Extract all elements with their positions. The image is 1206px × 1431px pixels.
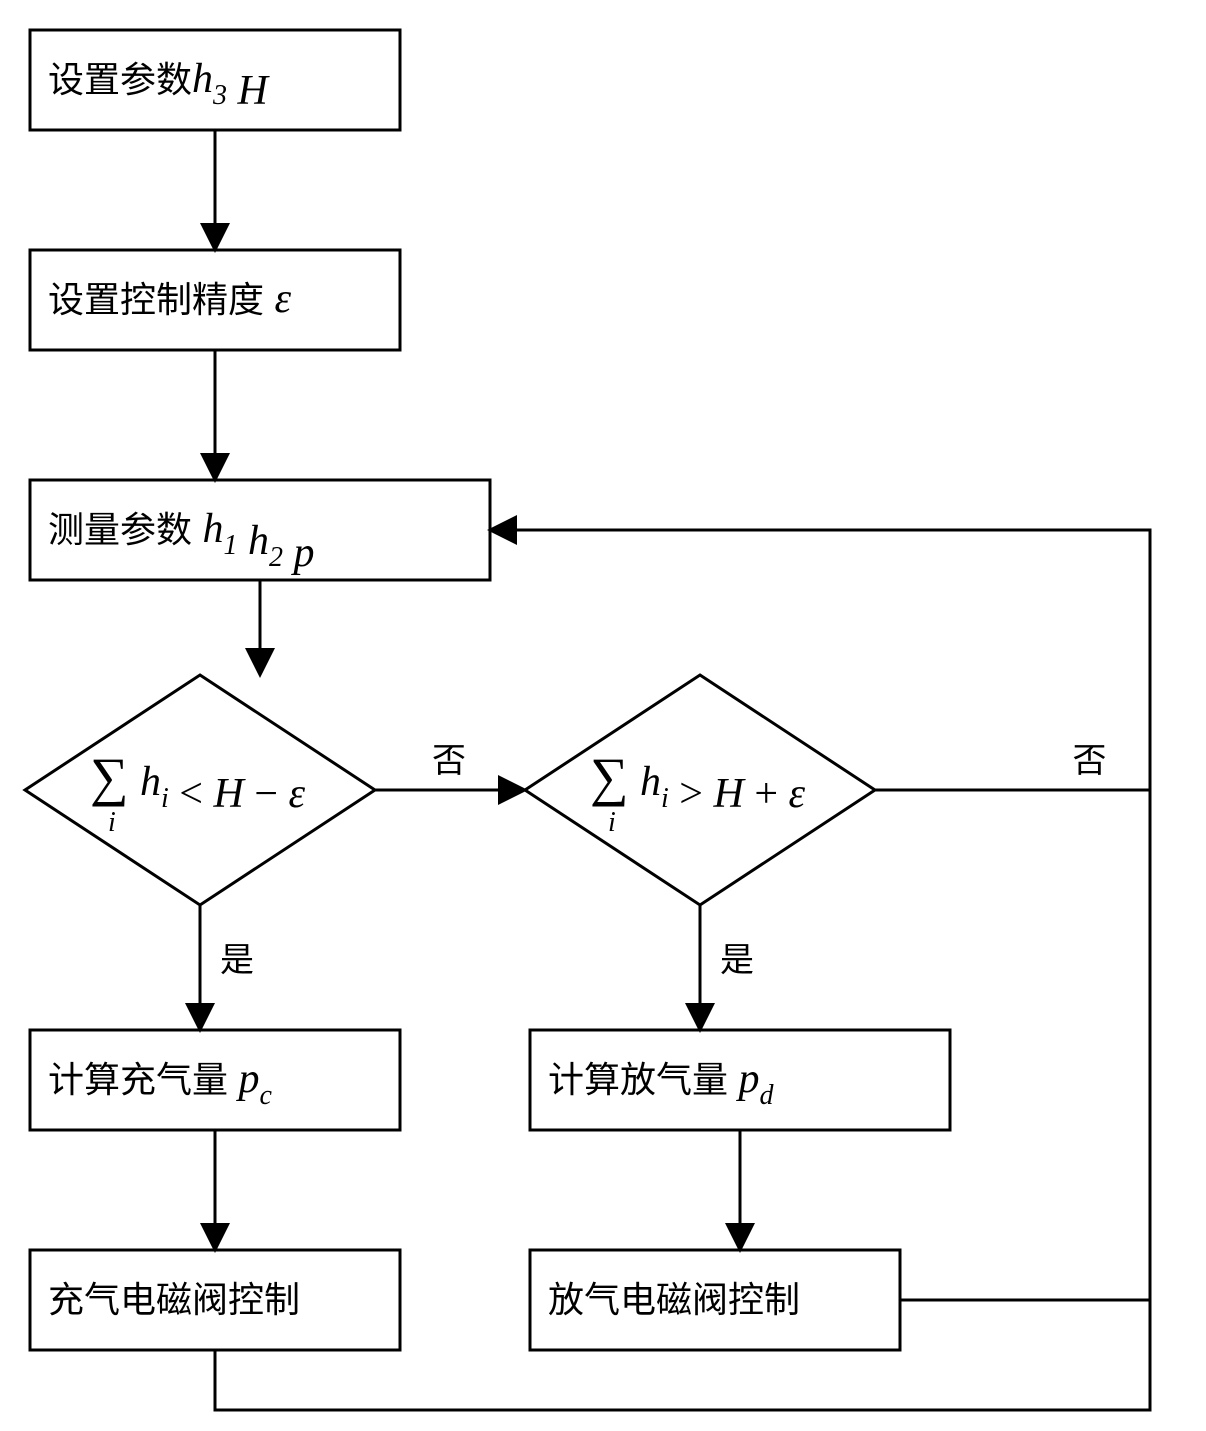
b2-label: 设置控制精度 ε bbox=[48, 276, 292, 322]
b6: 充气电磁阀控制 bbox=[30, 1250, 400, 1350]
d1-expr: ∑ bbox=[90, 747, 129, 807]
svg-text:hi > H + ε: hi > H + ε bbox=[640, 759, 806, 817]
b3: 测量参数 h1 h2 p bbox=[30, 480, 490, 580]
b7: 放气电磁阀控制 bbox=[530, 1250, 900, 1350]
b3-label: 测量参数 h1 h2 p bbox=[48, 506, 315, 576]
edge-label: 是 bbox=[720, 943, 754, 980]
b1-label: 设置参数h3 H bbox=[48, 56, 271, 114]
b4: 计算充气量 pc bbox=[30, 1030, 400, 1130]
svg-text:i: i bbox=[108, 807, 116, 838]
d2-expr: ∑ bbox=[590, 747, 629, 807]
b6-label: 充气电磁阀控制 bbox=[48, 1280, 300, 1320]
b5: 计算放气量 pd bbox=[530, 1030, 950, 1130]
b7-label: 放气电磁阀控制 bbox=[548, 1280, 800, 1320]
b4-label: 计算充气量 pc bbox=[48, 1056, 273, 1111]
svg-text:i: i bbox=[608, 807, 616, 838]
d1: ∑i hi < H − ε bbox=[25, 675, 375, 905]
b5-label: 计算放气量 pd bbox=[548, 1056, 775, 1111]
b2: 设置控制精度 ε bbox=[30, 250, 400, 350]
edge-label: 是 bbox=[220, 943, 254, 980]
edge-label: 否 bbox=[432, 743, 466, 780]
svg-text:hi < H − ε: hi < H − ε bbox=[140, 759, 306, 817]
edge-label: 否 bbox=[1073, 743, 1107, 780]
d2: ∑i hi > H + ε bbox=[525, 675, 875, 905]
b1: 设置参数h3 H bbox=[30, 30, 400, 130]
